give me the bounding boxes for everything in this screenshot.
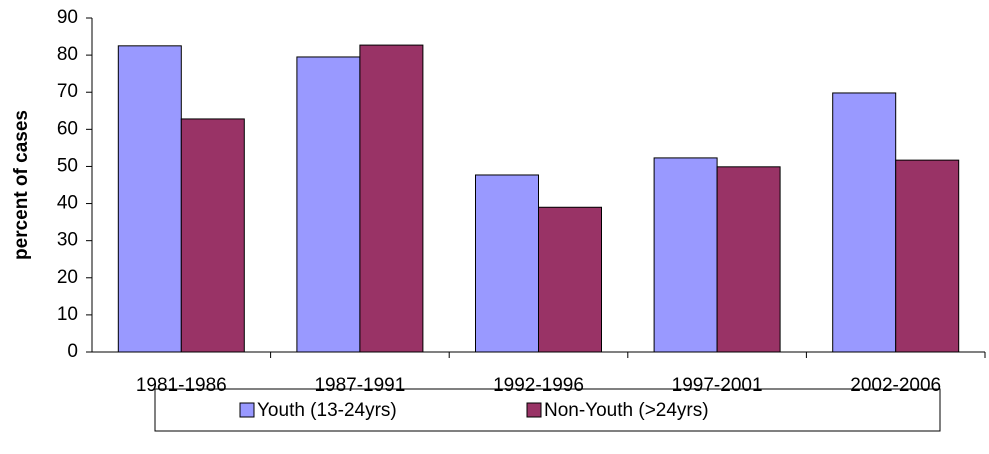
y-tick-label: 80 (57, 44, 78, 65)
bar (359, 44, 424, 353)
bar (895, 159, 960, 353)
legend-label: Youth (13-24yrs) (257, 400, 397, 421)
x-tick-label: 1997-2001 (672, 375, 763, 396)
bar (832, 92, 897, 353)
y-tick-label: 40 (57, 193, 78, 214)
x-tick-label: 1992-1996 (493, 375, 584, 396)
y-axis-label: percent of cases (11, 110, 32, 260)
y-tick-label: 50 (57, 155, 78, 176)
legend-swatch (526, 402, 542, 418)
y-tick-label: 30 (57, 230, 78, 251)
y-tick-label: 60 (57, 118, 78, 139)
x-tick-label: 1987-1991 (314, 375, 405, 396)
bar (475, 174, 539, 353)
y-tick-label: 70 (57, 81, 78, 102)
bar (538, 206, 602, 353)
y-tick-label: 90 (57, 7, 78, 28)
bar (653, 157, 718, 353)
y-tick-label: 10 (57, 304, 78, 325)
bar (117, 45, 182, 353)
legend-box (154, 388, 941, 432)
y-tick-label: 20 (57, 267, 78, 288)
bar (716, 166, 781, 353)
bar (296, 56, 361, 353)
legend-label: Non-Youth (>24yrs) (544, 400, 709, 421)
bar (180, 118, 245, 353)
x-tick-label: 1981-1986 (136, 375, 227, 396)
y-tick-label: 0 (67, 341, 78, 362)
x-tick-label: 2002-2006 (850, 375, 941, 396)
legend-swatch (239, 402, 255, 418)
